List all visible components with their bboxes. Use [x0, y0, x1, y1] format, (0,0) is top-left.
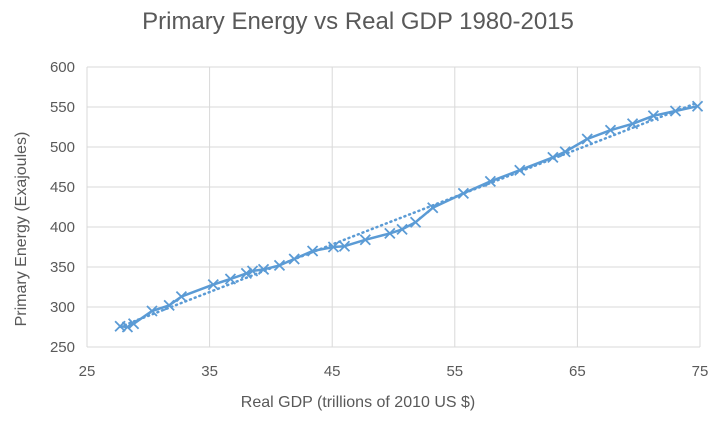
data-point — [273, 259, 286, 272]
y-tick-label: 300 — [50, 299, 75, 316]
data-point — [175, 290, 188, 303]
y-tick-label: 400 — [50, 219, 75, 236]
data-point — [626, 118, 639, 130]
data-point — [359, 234, 371, 246]
y-tick-label: 250 — [50, 339, 75, 356]
data-point — [691, 100, 704, 112]
data-point — [246, 265, 259, 277]
data-point — [669, 105, 682, 117]
data-point — [121, 321, 134, 333]
data-point — [547, 151, 559, 164]
x-axis-label: Real GDP (trillions of 2010 US $) — [240, 394, 476, 411]
data-point — [306, 245, 319, 257]
data-point — [240, 267, 253, 280]
y-tick-label: 550 — [50, 99, 75, 116]
y-tick-label: 350 — [50, 259, 75, 276]
x-tick-label: 25 — [79, 363, 96, 380]
data-point — [327, 241, 340, 253]
x-tick-label: 55 — [446, 363, 463, 380]
y-tick-label: 600 — [50, 59, 75, 76]
data-point — [224, 273, 237, 285]
data-point — [484, 175, 496, 188]
data-point — [647, 110, 660, 122]
data-point — [127, 318, 140, 330]
series-line — [119, 104, 698, 329]
y-tick-label: 450 — [50, 179, 75, 196]
data-point — [409, 216, 422, 228]
data-point — [396, 223, 408, 236]
x-tick-label: 75 — [692, 363, 709, 380]
x-tick-label: 65 — [569, 363, 586, 380]
data-point — [207, 278, 219, 291]
data-point — [338, 240, 351, 252]
data-point — [604, 124, 617, 136]
data-point — [146, 305, 158, 317]
data-point — [559, 146, 571, 158]
data-point — [514, 164, 526, 176]
data-point — [163, 299, 175, 312]
data-point — [581, 133, 593, 145]
data-point — [257, 263, 270, 276]
chart-title: Primary Energy vs Real GDP 1980-2015 — [142, 8, 574, 35]
data-point — [288, 253, 300, 265]
y-tick-label: 500 — [50, 139, 75, 156]
x-tick-label: 45 — [324, 363, 341, 380]
data-point — [384, 227, 396, 240]
x-tick-label: 35 — [201, 363, 218, 380]
data-point — [457, 187, 470, 200]
trendline — [118, 101, 699, 329]
data-point — [427, 202, 439, 214]
